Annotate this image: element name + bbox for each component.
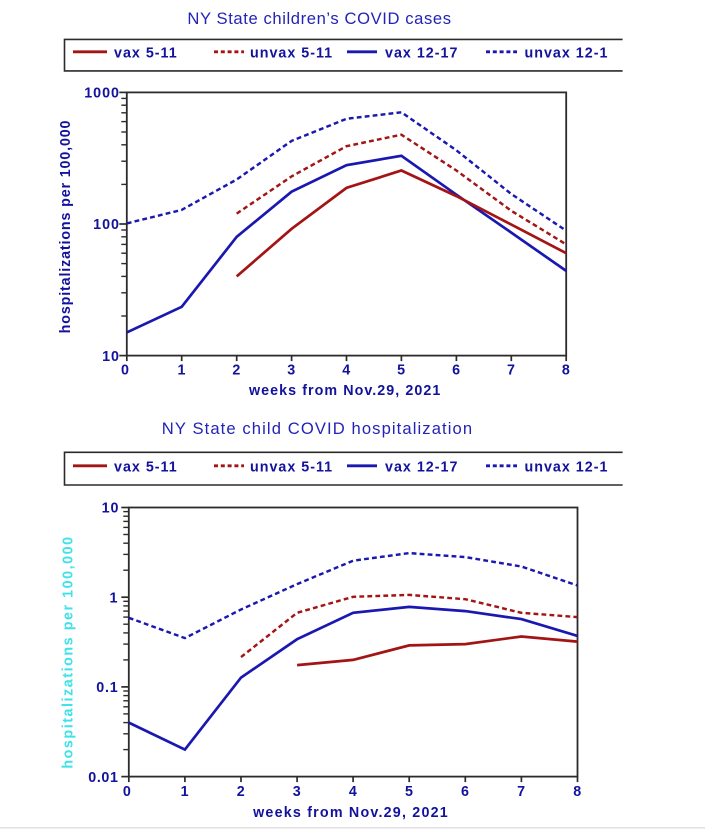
svg-text:weeks from Nov.29, 2021: weeks from Nov.29, 2021 [252,805,449,821]
svg-text:1000: 1000 [84,86,120,102]
svg-text:0.1: 0.1 [96,680,118,696]
svg-text:4: 4 [349,784,358,800]
svg-text:unvax 12-1: unvax 12-1 [525,460,609,476]
svg-text:7: 7 [517,784,526,800]
svg-text:6: 6 [461,784,470,800]
svg-text:1: 1 [110,590,119,606]
svg-text:1: 1 [181,784,190,800]
svg-text:1: 1 [177,362,186,378]
svg-text:NY State child COVID hospitali: NY State child COVID hospitalization [162,419,473,438]
svg-text:0: 0 [123,784,132,800]
svg-text:vax 5-11: vax 5-11 [114,460,178,476]
svg-text:vax 12-17: vax 12-17 [385,460,458,476]
svg-text:8: 8 [573,784,582,800]
svg-text:unvax 5-11: unvax 5-11 [250,46,333,62]
svg-text:7: 7 [507,362,516,378]
svg-text:3: 3 [293,784,302,800]
svg-text:hospitalizations per 100,000: hospitalizations per 100,000 [61,535,77,768]
svg-text:0.01: 0.01 [88,770,118,786]
svg-text:vax 12-17: vax 12-17 [385,46,458,62]
svg-text:weeks from Nov.29, 2021: weeks from Nov.29, 2021 [248,383,441,399]
svg-text:4: 4 [342,362,351,378]
svg-text:unvax 5-11: unvax 5-11 [250,460,333,476]
svg-text:2: 2 [237,784,246,800]
svg-text:vax 5-11: vax 5-11 [114,46,178,62]
svg-text:hospitalizations per 100,000: hospitalizations per 100,000 [58,120,74,334]
svg-text:unvax 12-1: unvax 12-1 [525,46,609,62]
svg-text:0: 0 [121,362,130,378]
svg-text:10: 10 [102,501,120,517]
svg-text:10: 10 [102,349,120,365]
svg-text:3: 3 [287,362,296,378]
svg-text:2: 2 [232,362,241,378]
svg-text:6: 6 [452,362,461,378]
svg-text:100: 100 [93,217,120,233]
svg-text:5: 5 [397,362,406,378]
svg-text:NY State children’s COVID case: NY State children’s COVID cases [187,9,451,28]
svg-text:8: 8 [562,362,571,378]
svg-text:5: 5 [405,784,414,800]
